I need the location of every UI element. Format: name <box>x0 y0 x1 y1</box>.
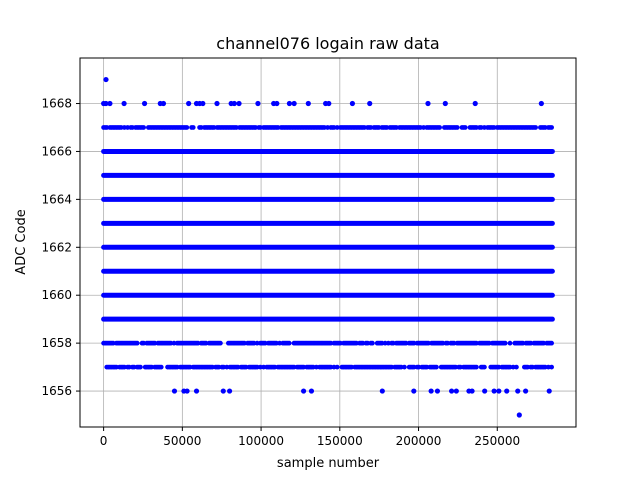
data-point <box>349 100 356 107</box>
data-point <box>367 100 373 107</box>
x-tick-label: 50000 <box>163 434 201 448</box>
data-point <box>507 340 513 346</box>
data-point <box>103 100 109 107</box>
data-point <box>516 412 522 418</box>
data-point <box>434 388 441 394</box>
data-point <box>549 364 554 370</box>
data-point <box>141 100 148 107</box>
y-tick-label: 1656 <box>41 384 72 398</box>
data-point <box>538 100 544 107</box>
x-tick-label: 150000 <box>317 434 363 448</box>
data-point <box>425 100 431 107</box>
plot-area-background <box>80 58 576 427</box>
data-point <box>160 100 167 107</box>
data-point <box>523 388 529 394</box>
data-point <box>449 388 455 394</box>
data-point <box>255 100 261 107</box>
data-point <box>141 125 147 130</box>
data-point <box>437 125 442 130</box>
data-point <box>402 364 407 370</box>
data-point <box>482 388 488 394</box>
data-point <box>184 388 190 394</box>
data-point <box>502 340 508 346</box>
data-point <box>121 100 127 107</box>
data-point <box>190 125 196 130</box>
data-point <box>370 340 375 346</box>
data-point <box>411 388 417 394</box>
data-point <box>286 100 293 107</box>
data-point <box>214 100 220 107</box>
data-point <box>496 388 502 394</box>
data-point <box>158 364 164 370</box>
y-tick-label: 1660 <box>41 288 72 302</box>
data-point <box>379 388 385 394</box>
data-point <box>220 388 226 394</box>
x-tick-label: 100000 <box>238 434 284 448</box>
data-point <box>334 364 340 370</box>
data-point <box>231 100 237 107</box>
y-tick-label: 1662 <box>41 240 72 254</box>
y-axis-ticks: 1656 1658 1660 1662 1664 1666 1668 <box>41 97 80 398</box>
data-point <box>107 100 113 107</box>
data-point <box>226 388 233 394</box>
data-point <box>308 388 315 394</box>
data-point <box>454 125 460 130</box>
data-point <box>236 100 242 107</box>
x-axis-label: sample number <box>277 456 380 471</box>
data-point <box>514 364 519 370</box>
data-point <box>184 125 190 130</box>
data-point <box>549 125 554 130</box>
data-point <box>474 364 479 370</box>
y-tick-label: 1664 <box>41 192 72 206</box>
x-axis-ticks: 0 50000 100000 150000 200000 250000 <box>100 427 520 448</box>
data-point <box>491 388 497 394</box>
data-point <box>434 364 439 370</box>
data-point <box>291 100 297 107</box>
data-point <box>218 340 223 346</box>
data-point <box>274 100 280 107</box>
data-point <box>428 388 434 394</box>
data-point <box>549 340 554 346</box>
data-points <box>101 76 555 418</box>
chart-title: channel076 logain raw data <box>216 34 439 53</box>
data-point <box>533 125 538 130</box>
data-point <box>138 364 143 370</box>
data-point <box>134 340 140 346</box>
data-point <box>326 100 332 107</box>
x-tick-label: 250000 <box>474 434 520 448</box>
data-point <box>453 388 459 394</box>
plot-frame <box>79 57 577 428</box>
data-point <box>300 388 307 394</box>
data-point <box>286 340 292 346</box>
data-point <box>469 388 475 394</box>
data-point <box>515 388 521 394</box>
data-point <box>186 100 192 107</box>
y-axis-label: ADC Code <box>14 209 29 274</box>
data-point <box>193 388 200 394</box>
y-tick-label: 1666 <box>41 144 72 158</box>
data-point <box>462 125 468 130</box>
data-point <box>200 100 206 107</box>
y-tick-label: 1668 <box>41 97 72 111</box>
data-point <box>305 100 311 107</box>
x-tick-label: 0 <box>100 434 108 448</box>
data-point <box>482 364 487 370</box>
data-point <box>472 100 478 107</box>
data-point <box>504 388 510 394</box>
data-point <box>442 100 448 107</box>
data-point <box>103 76 109 83</box>
data-point <box>171 388 178 394</box>
x-tick-label: 200000 <box>396 434 442 448</box>
y-tick-label: 1658 <box>41 336 72 350</box>
data-point <box>546 388 552 394</box>
